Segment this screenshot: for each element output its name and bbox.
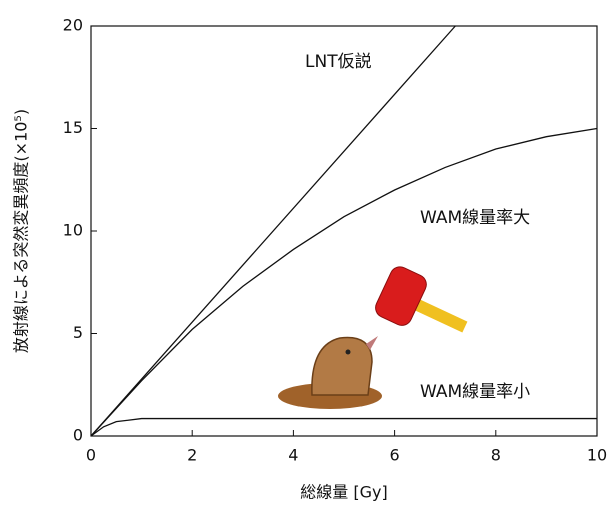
series-label: WAM線量率大 [420,208,530,228]
y-tick-label: 10 [63,221,83,240]
series-label: LNT仮説 [305,52,372,72]
y-tick-label: 15 [63,118,83,137]
line-series [91,26,455,436]
chart: 総線量 [Gy] 放射線による突然変異頻度(×10⁵) 0 2 4 6 8 10 0 5 10 1… [0,0,608,507]
y-tick-label: 20 [63,16,83,35]
x-tick-label: 4 [288,446,298,465]
x-tick-label: 0 [86,446,96,465]
line-series [91,419,597,436]
y-axis-label: 放射線による突然変異頻度(×10⁵) [12,109,31,353]
x-tick-label: 2 [187,446,197,465]
series-label: WAM線量率小 [420,382,530,402]
x-tick-label: 10 [587,446,607,465]
y-tick-label: 0 [73,426,83,445]
x-axis-label: 総線量 [Gy] [300,483,387,502]
x-tick-label: 6 [390,446,400,465]
y-tick-label: 5 [73,323,83,342]
x-tick-label: 8 [491,446,501,465]
